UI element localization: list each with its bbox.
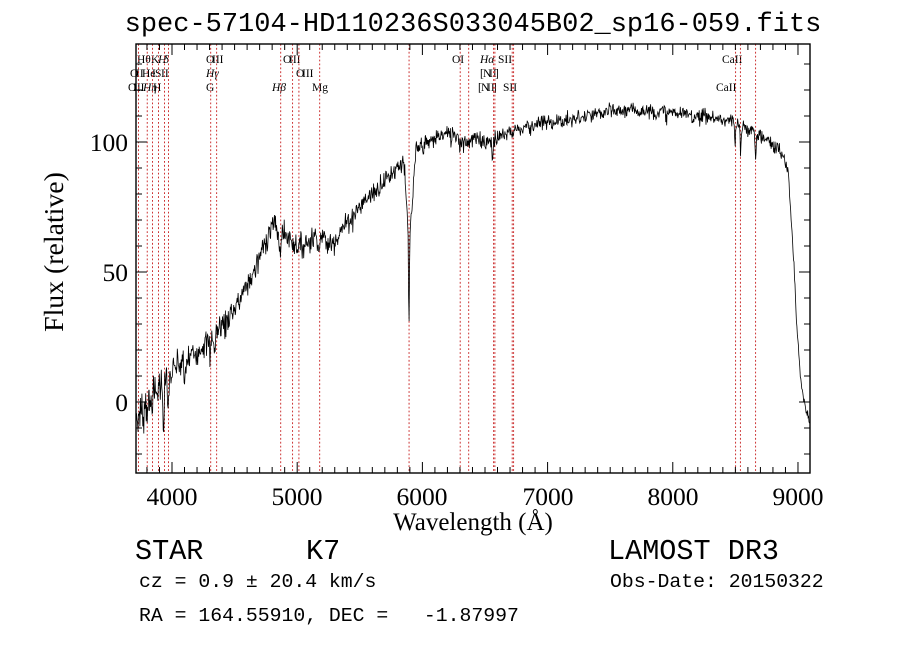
svg-text:Flux (relative): Flux (relative)	[39, 172, 70, 332]
svg-text:4000: 4000	[147, 482, 198, 511]
svg-text:OI: OI	[452, 54, 464, 66]
svg-text:CaII: CaII	[722, 54, 743, 66]
svg-text:II: II	[161, 68, 169, 80]
svg-text:50: 50	[103, 258, 129, 287]
svg-text:6000: 6000	[397, 482, 448, 511]
svg-text:Hγ: Hγ	[205, 68, 219, 80]
svg-text:CaII: CaII	[716, 82, 737, 94]
svg-text:SII: SII	[498, 54, 512, 66]
svg-text:III: III	[302, 68, 314, 80]
svg-text:Hα: Hα	[479, 54, 495, 66]
svg-text:100: 100	[90, 128, 128, 157]
svg-text:8000: 8000	[648, 482, 699, 511]
svg-text:]: ]	[495, 68, 499, 80]
svg-text:SII: SII	[503, 82, 517, 94]
svg-text:9000: 9000	[773, 482, 824, 511]
svg-text:Hβ: Hβ	[271, 82, 286, 94]
svg-text:7000: 7000	[523, 482, 574, 511]
svg-text:0: 0	[115, 388, 128, 417]
svg-text:G: G	[206, 82, 214, 94]
svg-text:5000: 5000	[272, 482, 323, 511]
svg-text:Wavelength (Å): Wavelength (Å)	[393, 509, 553, 536]
svg-text:H: H	[153, 82, 161, 94]
svg-text:III: III	[212, 54, 224, 66]
